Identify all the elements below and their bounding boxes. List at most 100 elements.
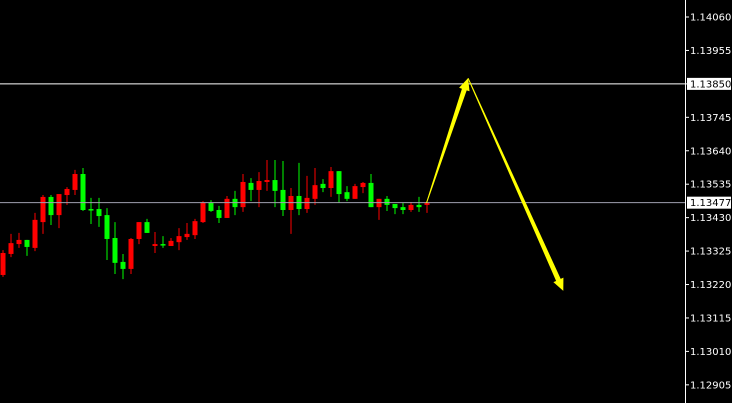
candle-body: [128, 238, 134, 269]
candle-body: [24, 239, 30, 247]
candle-body: [192, 221, 198, 236]
candle: [8, 233, 14, 258]
candle: [368, 174, 374, 208]
candle-body: [304, 197, 310, 210]
candle: [128, 238, 134, 275]
candle-body: [64, 188, 70, 196]
candle-body: [408, 204, 414, 210]
axis-tick-label: 1.13745: [690, 113, 731, 124]
candle-body: [320, 183, 326, 189]
candle: [208, 200, 214, 212]
axis-tick-label: 1.13430: [690, 213, 731, 224]
candle-body: [312, 185, 318, 199]
candle-body: [424, 202, 430, 205]
candle: [192, 218, 198, 239]
candle: [224, 195, 230, 218]
axis-tick-label: 1.13535: [690, 180, 731, 191]
candle-body: [144, 222, 150, 233]
candle-body: [152, 244, 158, 246]
bid-price-label: 1.13477: [690, 198, 731, 209]
candle-body: [344, 192, 350, 199]
lines-layer: [0, 83, 685, 204]
candle: [48, 195, 54, 225]
candle: [304, 175, 310, 213]
candle: [136, 222, 142, 245]
candle: [72, 169, 78, 196]
candle-body: [160, 244, 166, 246]
candle-body: [328, 171, 334, 189]
candle-body: [72, 174, 78, 190]
candle: [120, 253, 126, 280]
candle: [272, 159, 278, 208]
candle-body: [56, 194, 62, 216]
candle-body: [336, 171, 342, 195]
level-price-tag: [687, 77, 731, 90]
candle: [248, 178, 254, 202]
axis-tick-label: 1.13955: [690, 46, 731, 57]
axis-tick-label: 1.14060: [690, 13, 731, 24]
axis-tick-label: 1.13115: [690, 313, 731, 324]
candle-body: [352, 186, 358, 199]
candle: [264, 159, 270, 191]
candle-body: [16, 239, 22, 245]
candle: [336, 171, 342, 203]
candle-body: [368, 182, 374, 208]
candle: [328, 167, 334, 197]
candle-body: [88, 209, 94, 211]
candle-body: [200, 202, 206, 223]
candle-body: [40, 196, 46, 223]
candle-body: [280, 189, 286, 210]
candle: [152, 231, 158, 253]
candle-body: [184, 233, 190, 238]
candle: [352, 183, 358, 199]
candle-body: [176, 236, 182, 243]
candle-body: [136, 222, 142, 239]
candle: [144, 218, 150, 233]
candle-body: [272, 180, 278, 191]
candle: [104, 208, 110, 260]
candle: [384, 195, 390, 211]
candle: [80, 167, 86, 211]
candle-body: [240, 181, 246, 208]
yellow-arrow: [426, 78, 470, 204]
price-axis: 1.14060 1.13955 1.13850 1.13745 1.13640 1.135…: [685, 0, 731, 403]
candle-body: [384, 198, 390, 205]
candle: [408, 202, 414, 212]
candle-body: [248, 182, 254, 190]
candle: [112, 222, 118, 275]
candle: [168, 238, 174, 246]
arrows-layer: [426, 77, 564, 291]
candle: [288, 188, 294, 234]
candle: [40, 195, 46, 234]
candle: [344, 186, 350, 202]
candle-body: [96, 209, 102, 217]
candle: [24, 239, 30, 256]
bid-price-tag: [687, 196, 731, 209]
candle-body: [104, 215, 110, 239]
candle: [216, 205, 222, 224]
candles-layer: [0, 159, 430, 280]
candle-body: [360, 182, 366, 188]
candle-body: [416, 204, 422, 208]
candle: [32, 212, 38, 252]
axis-tick-label: 1.12905: [690, 380, 731, 391]
candle: [176, 228, 182, 251]
candle-body: [120, 261, 126, 269]
candle: [16, 232, 22, 248]
candle-body: [48, 196, 54, 216]
candle-body: [0, 252, 6, 275]
axis-tick-label: 1.13220: [690, 280, 731, 291]
candle: [400, 202, 406, 215]
axis-tick-label: 1.13325: [690, 247, 731, 258]
candle: [200, 201, 206, 224]
candle-body: [224, 198, 230, 218]
candle-body: [392, 203, 398, 209]
candle: [376, 198, 382, 220]
candle-body: [256, 181, 262, 190]
candle-body: [8, 243, 14, 254]
candle-body: [264, 180, 270, 182]
candle: [312, 167, 318, 205]
candle: [360, 181, 366, 194]
candle: [320, 179, 326, 193]
